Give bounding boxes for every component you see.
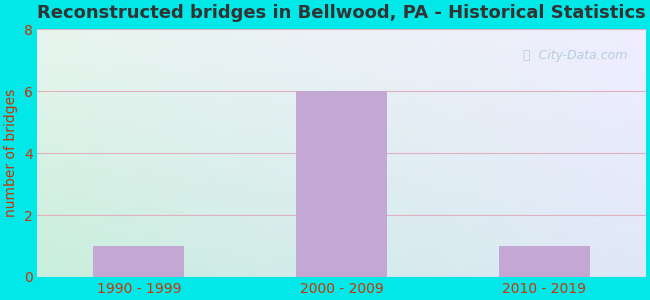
Bar bbox=[499, 246, 590, 277]
Text: ⓘ  City-Data.com: ⓘ City-Data.com bbox=[523, 49, 628, 62]
Y-axis label: number of bridges: number of bridges bbox=[4, 89, 18, 217]
Bar bbox=[93, 246, 185, 277]
Bar bbox=[296, 91, 387, 277]
Title: Reconstructed bridges in Bellwood, PA - Historical Statistics: Reconstructed bridges in Bellwood, PA - … bbox=[37, 4, 646, 22]
